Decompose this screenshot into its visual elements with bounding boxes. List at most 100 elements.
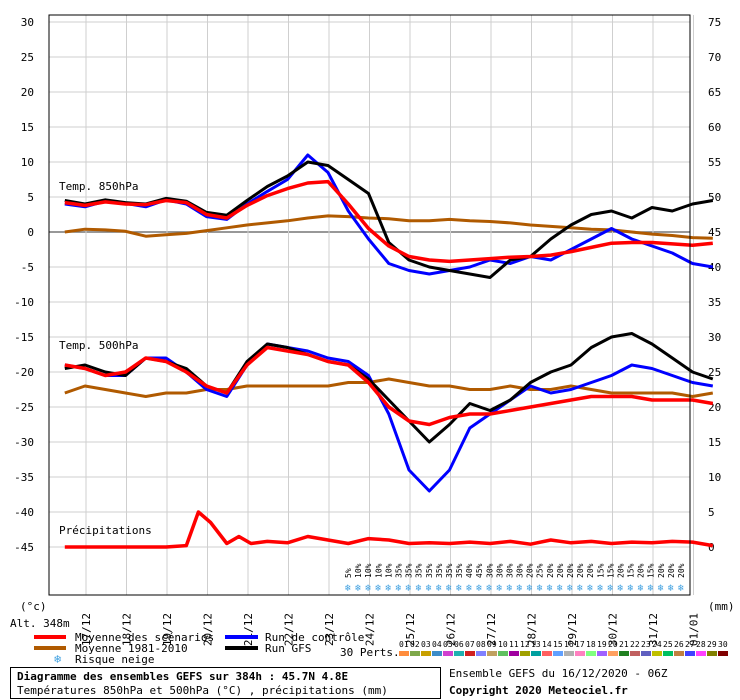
left-tick-label: 15	[21, 121, 34, 134]
snowflake-icon: ❄	[446, 583, 453, 594]
pert-number: 06	[454, 640, 464, 649]
pert-swatch	[421, 651, 431, 656]
perturbation-legend: 01 02 03 04 05 06 07 08 09 10 11 12 13 14 15 16 17 18 19 20…	[399, 640, 728, 656]
x-tick-label: 30/12	[607, 613, 620, 646]
pert-swatch	[674, 651, 684, 656]
series-850hpa-moyenne-1981-2010	[64, 214, 713, 240]
snow-risk-percent: 15%	[596, 563, 605, 578]
pert-number: 08	[476, 640, 486, 649]
x-tick-label: 29/12	[566, 613, 579, 646]
series-500hpa-moyenne-des-sc-narios	[64, 345, 714, 427]
snow-risk-percent: 30%	[505, 563, 514, 578]
snow-risk-percent: 20%	[667, 563, 676, 578]
plot-frame	[48, 14, 691, 596]
snow-risk-percent: 35%	[445, 563, 454, 578]
x-tick-label: 25/12	[404, 613, 417, 646]
snow-risk-row: 5%❄10%❄10%❄10%❄10%❄35%❄35%❄35%❄35%❄35%❄3…	[344, 563, 686, 594]
series-layer	[64, 153, 714, 549]
pert-number: 11	[509, 640, 519, 649]
footer-subtitle: Températures 850hPa et 500hPa (°C) , pré…	[17, 684, 388, 697]
pert-number: 29	[707, 640, 717, 649]
snowflake-icon: ❄	[658, 583, 665, 594]
snowflake-icon: ❄	[517, 583, 524, 594]
pert-number: 09	[487, 640, 497, 649]
right-tick-label: 10	[708, 471, 721, 484]
pert-number: 28	[696, 640, 706, 649]
right-tick-label: 30	[708, 331, 721, 344]
pert-swatch	[608, 651, 618, 656]
x-tick-label: 01/01	[688, 613, 701, 646]
snowflake-icon: ❄	[436, 583, 443, 594]
left-tick-label: -40	[14, 506, 34, 519]
right-axis-unit: (mm)	[708, 600, 735, 613]
series-500hpa-moyenne-1981-2010	[64, 377, 714, 398]
series-850hpa-moyenne-des-sc-narios	[64, 179, 713, 264]
pert-swatch	[597, 651, 607, 656]
snow-risk-percent: 20%	[566, 563, 575, 578]
left-tick-label: -25	[14, 401, 34, 414]
snow-risk-percent: 15%	[627, 563, 636, 578]
pert-number: 16	[564, 640, 574, 649]
x-axis-ticks: 17/12 18/12 19/12 20/12 21/12 22/12 23/12 24/12…	[80, 613, 701, 646]
snowflake-icon: ❄	[557, 583, 564, 594]
snowflake-icon: ❄	[416, 583, 423, 594]
pert-number: 26	[674, 640, 684, 649]
footer-copyright: Copyright 2020 Meteociel.fr	[449, 684, 628, 697]
pert-number: 10	[498, 640, 508, 649]
right-tick-label: 0	[708, 541, 715, 554]
left-tick-label: -30	[14, 436, 34, 449]
snowflake-icon: ❄	[668, 583, 675, 594]
snow-risk-percent: 15%	[606, 563, 615, 578]
snow-risk-percent: 35%	[425, 563, 434, 578]
x-tick-label: 28/12	[526, 613, 539, 646]
x-tick-label: 21/12	[242, 613, 255, 646]
snowflake-icon: ❄	[567, 583, 574, 594]
snow-risk-percent: 30%	[485, 563, 494, 578]
pert-number: 30	[718, 640, 728, 649]
pert-swatch	[685, 651, 695, 656]
left-tick-label: -10	[14, 296, 34, 309]
snowflake-icon: ❄	[395, 583, 402, 594]
pert-number: 21	[619, 640, 629, 649]
legend-control-label: Run de contrôle	[265, 631, 364, 644]
snow-risk-percent: 20%	[616, 563, 625, 578]
pert-number: 20	[608, 640, 618, 649]
snow-risk-percent: 10%	[354, 563, 363, 578]
left-tick-label: 5	[27, 191, 34, 204]
x-tick-label: 24/12	[364, 613, 377, 646]
pert-swatch	[476, 651, 486, 656]
left-tick-label: 30	[21, 16, 34, 29]
pert-swatch	[432, 651, 442, 656]
right-tick-label: 75	[708, 16, 721, 29]
snow-risk-percent: 25%	[536, 563, 545, 578]
pert-number: 13	[531, 640, 541, 649]
snow-risk-percent: 30%	[495, 563, 504, 578]
snowflake-icon: ❄	[496, 583, 503, 594]
snowflake-icon: ❄	[638, 583, 645, 594]
right-tick-label: 55	[708, 156, 721, 169]
pert-swatch	[399, 651, 409, 656]
snowflake-icon: ❄	[365, 583, 372, 594]
snow-risk-percent: 20%	[677, 563, 686, 578]
pert-number: 15	[553, 640, 563, 649]
snowflake-icon: ❄	[648, 583, 655, 594]
left-tick-label: -20	[14, 366, 34, 379]
snowflake-icon: ❄	[426, 583, 433, 594]
left-tick-label: -45	[14, 541, 34, 554]
panel-label-500: Temp. 500hPa	[59, 339, 138, 352]
legend-perts-label: 30 Perts.	[340, 646, 400, 659]
pert-swatch	[652, 651, 662, 656]
altitude-label: Alt. 348m	[10, 617, 70, 630]
right-tick-label: 5	[708, 506, 715, 519]
pert-number: 24	[652, 640, 662, 649]
snowflake-icon: ❄	[577, 583, 584, 594]
pert-swatch	[465, 651, 475, 656]
snowflake-icon: ❄	[375, 583, 382, 594]
pert-number: 01	[399, 640, 409, 649]
legend-snow-label: Risque neige	[75, 653, 154, 666]
pert-swatch	[696, 651, 706, 656]
pert-swatch	[553, 651, 563, 656]
legend-mean-label: Moyenne des scénarios	[75, 631, 214, 644]
snowflake-icon: ❄	[587, 583, 594, 594]
